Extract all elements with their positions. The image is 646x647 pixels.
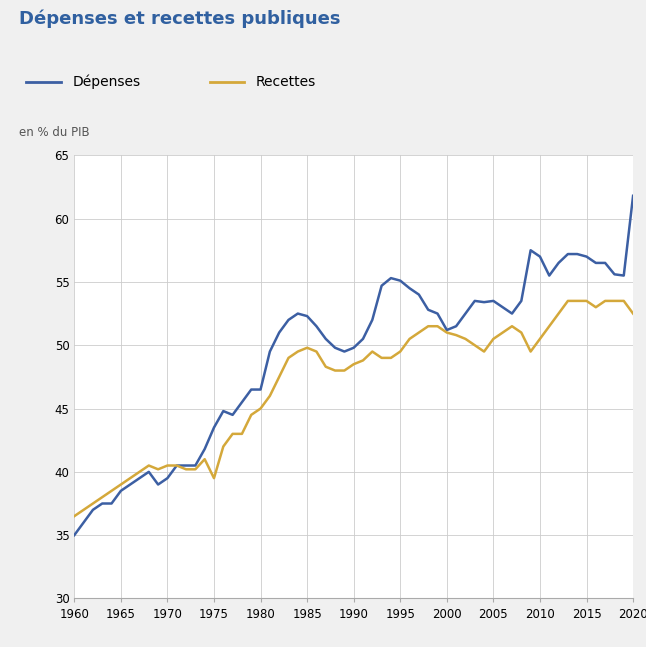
Legend: Dépenses, Recettes: Dépenses, Recettes: [26, 75, 316, 89]
Dépenses: [629, 192, 637, 200]
Recettes: [406, 335, 413, 343]
Dépenses: [266, 347, 274, 355]
Line: Recettes: Recettes: [74, 301, 633, 516]
Recettes: [629, 310, 637, 318]
Recettes: [368, 347, 376, 355]
Recettes: [201, 455, 209, 463]
Dépenses: [406, 285, 413, 292]
Recettes: [555, 310, 563, 318]
Recettes: [266, 392, 274, 400]
Dépenses: [182, 462, 190, 470]
Dépenses: [70, 531, 78, 539]
Recettes: [70, 512, 78, 520]
Dépenses: [201, 445, 209, 453]
Recettes: [564, 297, 572, 305]
Dépenses: [368, 316, 376, 324]
Recettes: [182, 465, 190, 473]
Line: Dépenses: Dépenses: [74, 196, 633, 535]
Dépenses: [555, 259, 563, 267]
Text: Dépenses et recettes publiques: Dépenses et recettes publiques: [19, 10, 341, 28]
Text: en % du PIB: en % du PIB: [19, 126, 90, 139]
